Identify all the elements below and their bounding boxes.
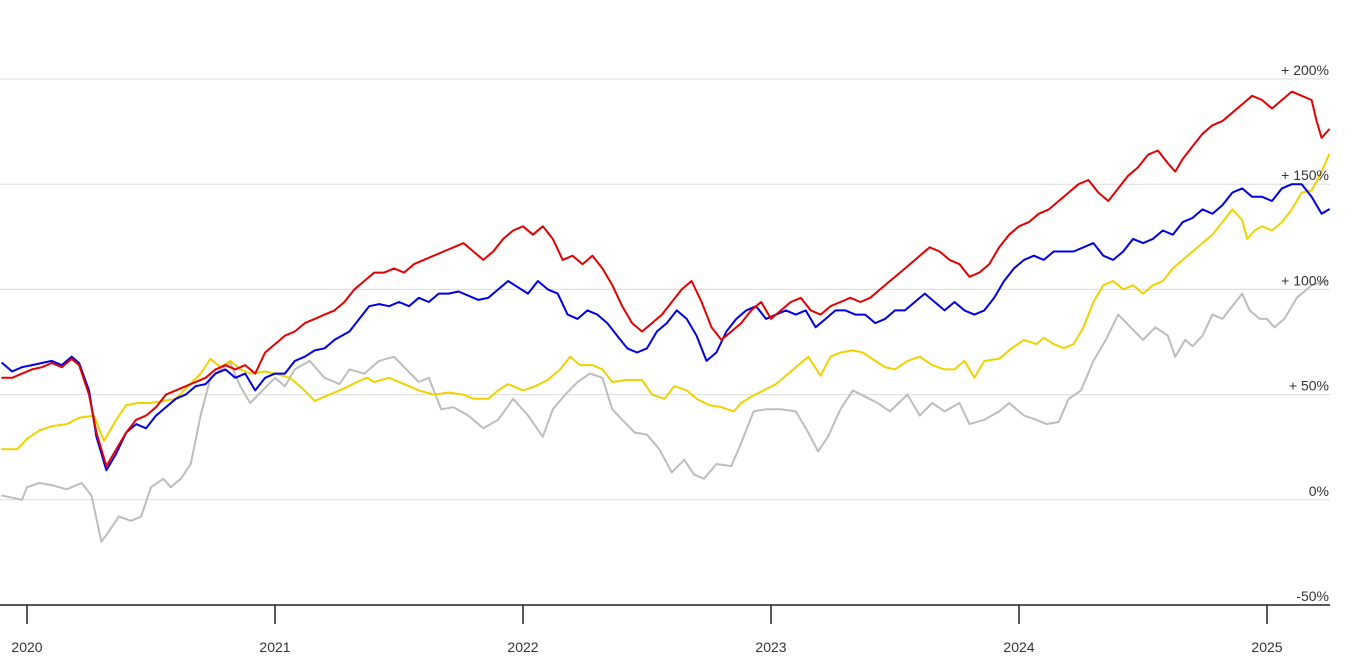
- x-tick-label: 2022: [507, 639, 538, 655]
- x-axis-ticks: 2020 2021 2022 2023 2024 2025: [11, 605, 1283, 655]
- y-tick-label: + 100%: [1281, 272, 1329, 288]
- series-lines: [1, 90, 1330, 543]
- series-line-2: [1, 183, 1330, 472]
- y-tick-label: + 150%: [1281, 167, 1329, 183]
- gridlines: [0, 78, 1330, 501]
- x-tick-label: 2024: [1003, 639, 1034, 655]
- y-tick-label: -50%: [1296, 588, 1329, 604]
- y-tick-label: + 200%: [1281, 62, 1329, 78]
- x-tick-label: 2020: [11, 639, 42, 655]
- series-line-1: [1, 153, 1330, 451]
- x-tick-label: 2025: [1251, 639, 1282, 655]
- x-tick-label: 2023: [755, 639, 786, 655]
- series-line-3: [1, 90, 1330, 468]
- y-tick-label: + 50%: [1289, 378, 1329, 394]
- y-tick-label: 0%: [1309, 483, 1329, 499]
- series-line-0: [1, 280, 1328, 543]
- x-tick-label: 2021: [259, 639, 290, 655]
- y-axis-labels: + 200% + 150% + 100% + 50% 0% -50%: [1281, 62, 1329, 604]
